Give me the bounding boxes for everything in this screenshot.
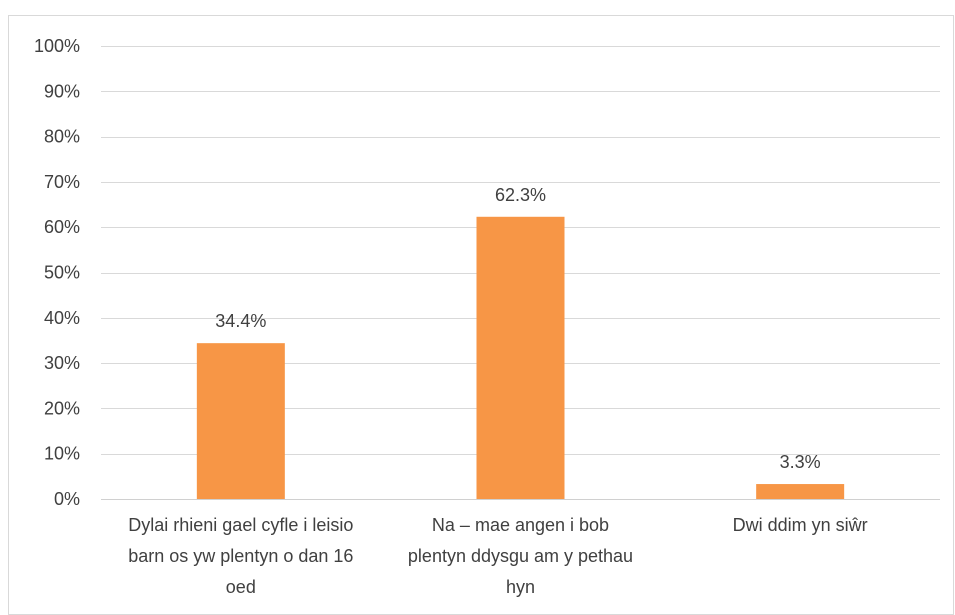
bar-2 xyxy=(476,216,565,499)
bars xyxy=(196,216,845,499)
bar-3 xyxy=(756,484,845,499)
x-category-label-1: Dylai rhieni gael cyfle i leisio barn os … xyxy=(128,515,353,597)
y-tick-label: 30% xyxy=(44,353,80,373)
y-tick-label: 50% xyxy=(44,263,80,283)
x-axis-category-labels: Dylai rhieni gael cyfle i leisio barn os … xyxy=(128,515,867,597)
data-labels: 34.4% 62.3% 3.3% xyxy=(215,185,820,472)
data-label-1: 34.4% xyxy=(215,311,266,331)
y-tick-label: 100% xyxy=(34,36,80,56)
x-category-label-line: Na – mae angen i bob xyxy=(432,515,609,535)
x-category-label-line: hyn xyxy=(506,577,535,597)
y-tick-label: 10% xyxy=(44,444,80,464)
x-category-label-line: barn os yw plentyn o dan 16 xyxy=(128,546,353,566)
y-tick-label: 20% xyxy=(44,398,80,418)
x-category-label-line: Dwi ddim yn siŵr xyxy=(733,515,868,535)
bar-1 xyxy=(196,343,285,499)
data-label-2: 62.3% xyxy=(495,185,546,205)
x-category-label-2: Na – mae angen i bob plentyn ddysgu am y … xyxy=(408,515,633,597)
y-axis-tick-labels: 0% 10% 20% 30% 40% 50% 60% 70% 80% 90% 100% xyxy=(34,36,80,509)
y-tick-label: 40% xyxy=(44,308,80,328)
data-label-3: 3.3% xyxy=(780,452,821,472)
x-category-label-line: Dylai rhieni gael cyfle i leisio xyxy=(128,515,353,535)
y-tick-label: 90% xyxy=(44,81,80,101)
y-tick-label: 0% xyxy=(54,489,80,509)
y-tick-label: 70% xyxy=(44,172,80,192)
x-category-label-line: plentyn ddysgu am y pethau xyxy=(408,546,633,566)
y-tick-label: 60% xyxy=(44,217,80,237)
y-tick-label: 80% xyxy=(44,127,80,147)
x-category-label-3: Dwi ddim yn siŵr xyxy=(733,515,868,535)
x-category-label-line: oed xyxy=(226,577,256,597)
